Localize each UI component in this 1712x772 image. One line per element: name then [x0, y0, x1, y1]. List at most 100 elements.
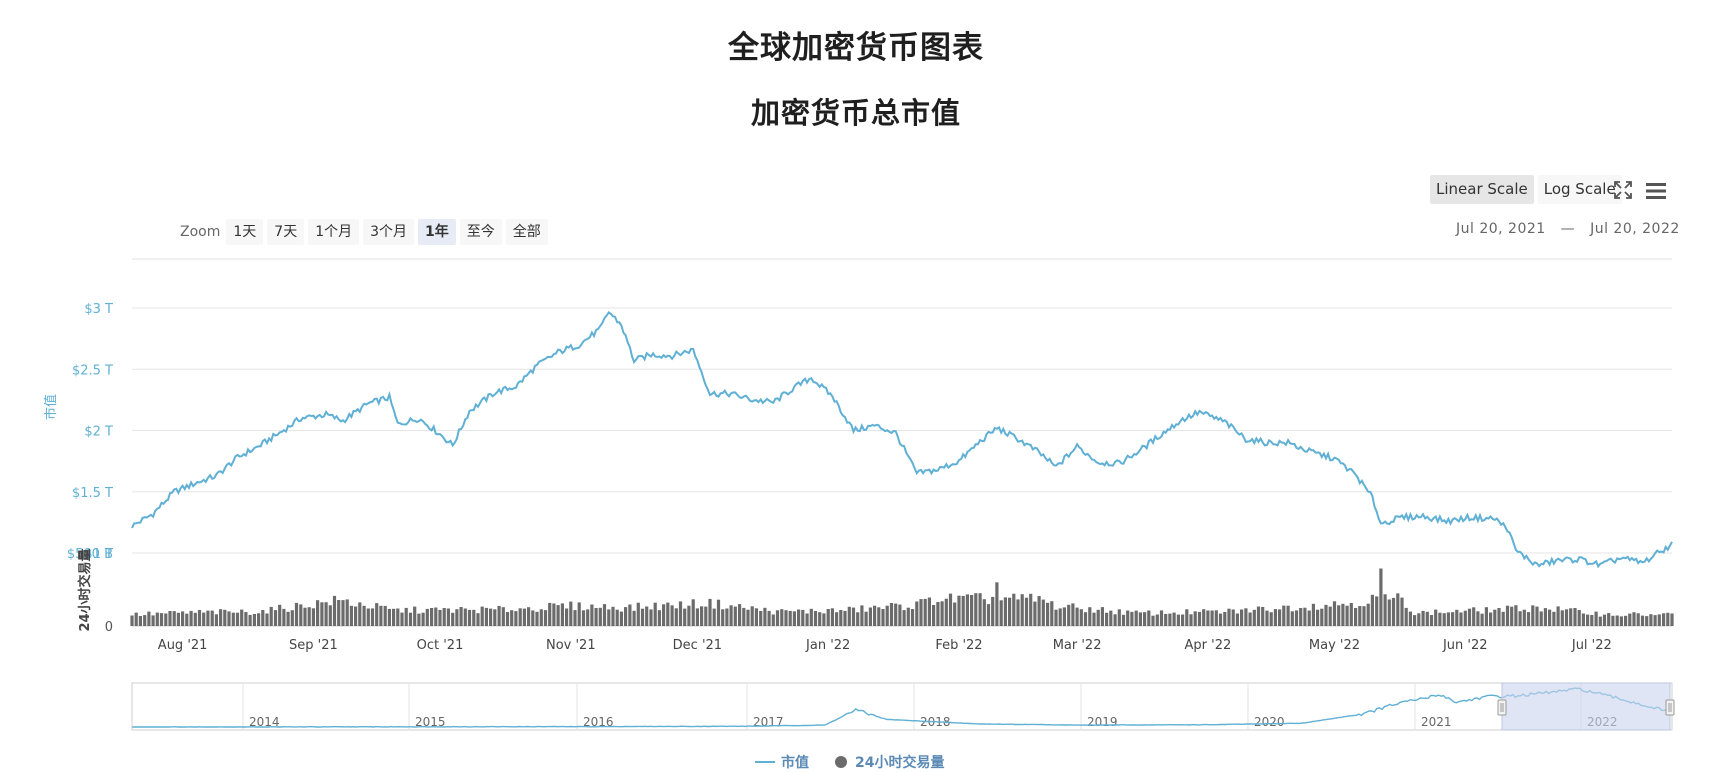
volume-bar: [847, 606, 851, 626]
legend-dot-swatch: [835, 756, 847, 768]
x-tick-label: Dec '21: [673, 638, 722, 653]
zoom-all-button[interactable]: 全部: [505, 219, 548, 245]
volume-bar: [1058, 608, 1062, 626]
volume-bar: [974, 593, 978, 626]
volume-bar: [223, 609, 227, 626]
volume-bar: [181, 611, 185, 626]
volume-bar: [375, 603, 379, 626]
x-tick-label: Apr '22: [1185, 638, 1232, 653]
volume-bar: [1003, 597, 1007, 626]
zoom-1m-button[interactable]: 1个月: [308, 219, 360, 245]
volume-bar: [775, 610, 780, 626]
volume-bar: [1657, 614, 1661, 626]
volume-bar: [1075, 607, 1079, 626]
volume-bar: [1472, 607, 1476, 626]
x-tick-label: Jan '22: [805, 638, 850, 653]
volume-bar: [1041, 599, 1045, 626]
volume-bar: [1117, 609, 1121, 626]
volume-bar: [1358, 606, 1362, 626]
volume-bar: [134, 612, 138, 626]
volume-bar: [999, 600, 1003, 626]
volume-bar: [510, 610, 514, 626]
volume-bar: [552, 603, 556, 626]
volume-bar: [1467, 608, 1472, 626]
volume-bar: [480, 606, 484, 626]
volume-bar: [189, 610, 193, 626]
volume-bar: [1206, 610, 1210, 626]
page-title: 全球加密货币图表: [728, 30, 984, 66]
volume-bar: [767, 610, 771, 626]
volume-bar: [868, 607, 872, 626]
zoom-3m-button[interactable]: 3个月: [363, 219, 415, 245]
volume-bar: [159, 613, 164, 626]
volume-bar: [1130, 611, 1134, 626]
volume-bar: [573, 610, 577, 626]
volume-bar: [1628, 613, 1632, 626]
volume-bar: [1484, 607, 1488, 626]
volume-bar: [624, 607, 628, 626]
volume-bar: [1067, 604, 1071, 626]
volume-bar: [1109, 610, 1113, 626]
log-scale-button[interactable]: Log Scale: [1537, 175, 1622, 204]
volume-bar: [155, 612, 159, 626]
volume-bar: [446, 608, 450, 626]
market-cap-line: [131, 310, 1673, 569]
volume-bar: [1598, 616, 1602, 626]
volume-bar: [657, 610, 661, 626]
volume-bar: [763, 607, 767, 626]
legend-label-volume: 24小时交易量: [855, 755, 945, 771]
volume-bar: [1531, 605, 1535, 626]
volume-bar: [1244, 608, 1248, 626]
volume-bar: [1121, 614, 1126, 626]
volume-bar: [1607, 613, 1611, 626]
volume-bar: [927, 597, 931, 626]
menu-icon[interactable]: [1644, 180, 1668, 202]
volume-bar: [1311, 603, 1315, 626]
zoom-7d-button[interactable]: 7天: [267, 219, 305, 245]
volume-bar: [961, 595, 965, 626]
volume-bar: [1046, 602, 1050, 626]
legend-item-volume[interactable]: 24小时交易量: [835, 752, 944, 772]
volume-bar: [915, 601, 919, 626]
date-to-input[interactable]: Jul 20, 2022: [1590, 221, 1680, 237]
zoom-1d-button[interactable]: 1天: [226, 219, 264, 245]
volume-bar: [1256, 606, 1261, 626]
linear-scale-button[interactable]: Linear Scale: [1430, 175, 1534, 204]
volume-bar: [594, 608, 598, 626]
volume-bar: [1387, 599, 1391, 626]
volume-bar: [1033, 601, 1037, 626]
volume-bar: [1147, 610, 1151, 626]
volume-bar: [560, 603, 564, 626]
volume-bar: [1316, 609, 1320, 626]
y-tick-label: $1 T: [84, 547, 113, 562]
volume-axis-title: 24小时交易量: [77, 548, 93, 631]
volume-bar: [240, 609, 244, 626]
navigator-right-handle[interactable]: [1665, 699, 1675, 716]
volume-bar: [328, 605, 332, 626]
volume-bar: [1113, 614, 1117, 626]
legend-item-market-cap[interactable]: 市值: [755, 752, 809, 772]
volume-bar: [995, 582, 999, 626]
fullscreen-icon[interactable]: [1612, 179, 1634, 201]
volume-bar: [640, 608, 645, 626]
navigator-series-line: [131, 687, 1673, 728]
volume-bar: [286, 611, 290, 626]
volume-bar: [1577, 610, 1581, 626]
navigator-left-handle[interactable]: [1497, 699, 1507, 716]
volume-bar: [147, 611, 151, 626]
volume-bar: [1341, 603, 1345, 626]
volume-bar: [1037, 596, 1041, 626]
volume-bar: [894, 603, 898, 626]
zoom-ytd-button[interactable]: 至今: [459, 219, 502, 245]
volume-bar: [370, 608, 375, 626]
volume-bar: [1573, 608, 1577, 626]
volume-bar: [539, 609, 543, 626]
date-from-input[interactable]: Jul 20, 2021: [1456, 221, 1546, 237]
legend-label-market-cap: 市值: [781, 755, 809, 771]
zoom-1y-button[interactable]: 1年: [418, 219, 456, 245]
volume-bar: [518, 608, 522, 626]
volume-bar: [1269, 612, 1273, 626]
volume-bar: [1459, 612, 1463, 626]
volume-bar: [1303, 607, 1307, 626]
